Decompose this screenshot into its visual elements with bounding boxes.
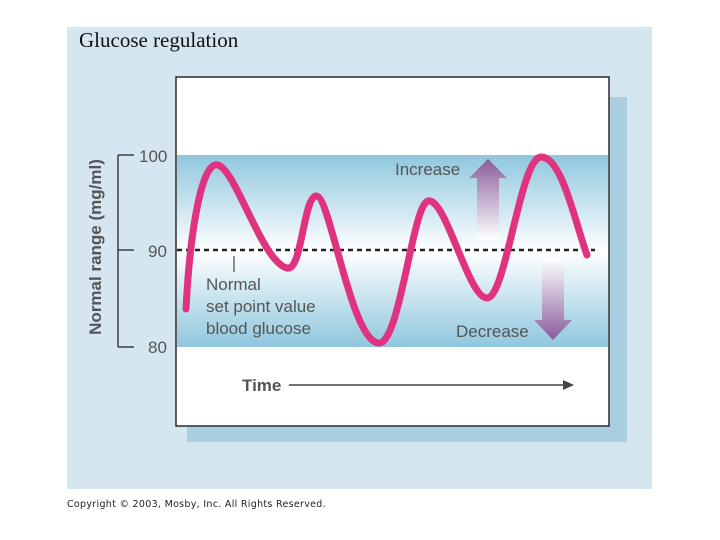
set-point-label-line1: Normal [206, 275, 261, 294]
glucose-level-curve [182, 153, 591, 347]
set-point-label-line3: blood glucose [206, 319, 311, 338]
decrease-label: Decrease [456, 322, 529, 341]
increase-label: Increase [395, 160, 460, 179]
copyright-notice: Copyright © 2003, Mosby, Inc. All Rights… [67, 499, 326, 510]
time-arrow-head-icon [563, 380, 574, 390]
decrease-arrow-icon [534, 258, 572, 340]
y-axis-label: Normal range (mg/ml) [86, 159, 105, 335]
slide-title: Glucose regulation [79, 28, 239, 52]
x-axis-label: Time [242, 376, 281, 395]
increase-arrow-icon [469, 159, 507, 240]
tick-label-80: 80 [148, 338, 167, 357]
y-axis-bracket [117, 154, 134, 348]
tick-label-90: 90 [148, 242, 167, 261]
tick-label-100: 100 [139, 147, 167, 166]
set-point-label-line2: set point value [206, 297, 316, 316]
